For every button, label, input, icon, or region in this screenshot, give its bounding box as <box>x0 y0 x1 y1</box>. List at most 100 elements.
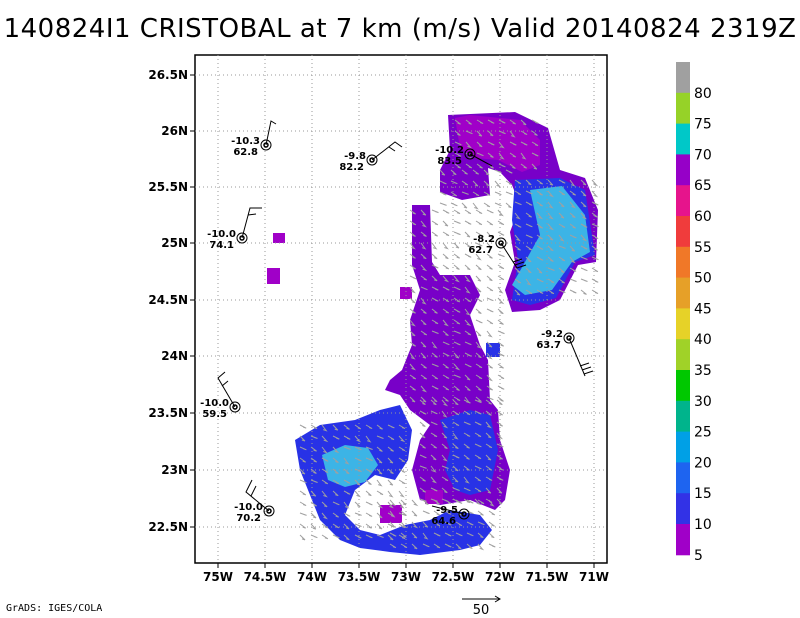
wind-arrow <box>580 212 588 220</box>
wind-arrow <box>536 289 544 294</box>
wind-arrow <box>452 476 459 483</box>
wind-arrow <box>442 253 449 260</box>
wind-arrow <box>463 432 471 437</box>
wind-arrow <box>454 152 462 157</box>
wind-arrow <box>398 534 406 540</box>
wind-arrow <box>420 341 427 348</box>
wind-arrow <box>411 499 419 507</box>
wind-arrow <box>475 286 482 293</box>
wind-arrow <box>485 487 492 494</box>
wind-arrow <box>420 275 427 281</box>
wind-arrow <box>389 532 397 537</box>
wind-arrow <box>494 180 502 188</box>
wind-arrow <box>299 457 306 463</box>
wind-arrow <box>465 163 473 169</box>
wind-arrow <box>474 410 482 415</box>
wind-arrow <box>310 523 317 530</box>
wind-arrow <box>332 435 340 440</box>
lon-tick-label: 71W <box>579 570 609 584</box>
wind-arrow <box>494 191 502 196</box>
wind-arrow <box>354 435 362 443</box>
software-credit: GrADS: IGES/COLA <box>6 603 103 614</box>
wind-arrow <box>475 363 483 369</box>
wind-arrow <box>422 543 430 548</box>
wind-arrow <box>431 264 439 269</box>
wind-arrow <box>558 179 566 184</box>
colorbar: 80 75 70 65 60 55 50 45 40 35 30 25 20 15 10 5 <box>676 62 712 564</box>
wind-arrow <box>464 286 471 294</box>
wind-arrow <box>477 499 485 505</box>
wind-arrow <box>387 457 394 464</box>
wind-arrow <box>411 521 419 529</box>
wind-arrow <box>474 476 482 482</box>
wind-arrow <box>433 532 441 537</box>
wind-arrow <box>420 264 428 272</box>
colorbar-label: 15 <box>694 486 712 502</box>
wind-arrow <box>420 308 427 314</box>
colorbar-label: 20 <box>694 455 712 471</box>
wind-arrow <box>376 512 383 519</box>
wind-arrow <box>475 352 482 359</box>
wind-arrow <box>486 253 493 259</box>
wind-arrow <box>431 330 439 334</box>
wind-arrow <box>387 490 394 498</box>
lat-tick-label: 26.5N <box>148 68 188 82</box>
wind-arrow <box>442 352 450 357</box>
obs-temp: -10.0 <box>200 398 229 409</box>
wind-arrow <box>488 521 495 527</box>
wind-arrow <box>536 267 543 274</box>
wind-arrow <box>433 499 440 505</box>
wind-barb-feather <box>583 370 594 375</box>
wind-arrow <box>536 256 544 261</box>
wind-arrow <box>497 253 505 258</box>
wind-arrow <box>591 289 599 294</box>
wind-arrow <box>454 130 461 136</box>
wind-arrow <box>475 231 483 237</box>
wind-barb-feather <box>250 485 257 497</box>
observation-station: -9.8 82.2 <box>339 141 403 173</box>
wind-arrow <box>591 234 599 239</box>
wind-arrow <box>558 201 565 208</box>
wind-arrow <box>376 523 383 530</box>
wind-arrow <box>365 424 373 429</box>
wind-arrow <box>321 512 329 520</box>
wind-arrow <box>463 498 471 504</box>
wind-arrow <box>398 435 406 443</box>
wind-arrow <box>343 468 350 475</box>
wind-arrow <box>558 234 565 242</box>
wind-arrow <box>441 476 449 482</box>
wind-arrow <box>376 435 384 439</box>
wind-arrow <box>419 476 426 482</box>
wind-arrow <box>497 275 505 281</box>
wind-arrow <box>486 286 494 292</box>
wind-arrow <box>463 443 470 449</box>
wind-arrow <box>580 179 587 186</box>
wind-arrow <box>431 275 438 282</box>
wind-arrow <box>476 141 483 148</box>
wind-arrow <box>365 479 372 485</box>
wind-arrow <box>547 267 555 271</box>
wind-arrow <box>466 532 474 537</box>
obs-temp: -9.2 <box>541 329 563 340</box>
colorbar-label: 5 <box>694 548 703 564</box>
wind-arrow <box>453 264 460 270</box>
wind-arrow <box>475 385 482 391</box>
wind-arrow <box>321 457 329 462</box>
wind-arrow <box>483 169 490 176</box>
wind-arrow <box>441 454 448 462</box>
wind-arrow <box>419 443 426 449</box>
wind-arrow <box>420 297 427 305</box>
wind-arrow <box>389 510 396 518</box>
wind-arrow <box>558 278 565 284</box>
wind-arrow <box>430 443 437 449</box>
wind-arrow <box>464 264 471 271</box>
plot-frame <box>194 54 608 564</box>
wind-arrow <box>310 512 317 519</box>
wind-arrow <box>486 363 493 369</box>
wind-arrow <box>558 212 565 219</box>
wind-arrow <box>419 454 427 459</box>
lon-tick-label: 73.5W <box>338 570 381 584</box>
wind-arrow <box>464 209 472 215</box>
wind-arrow <box>486 242 493 249</box>
wind-barb <box>217 371 236 408</box>
